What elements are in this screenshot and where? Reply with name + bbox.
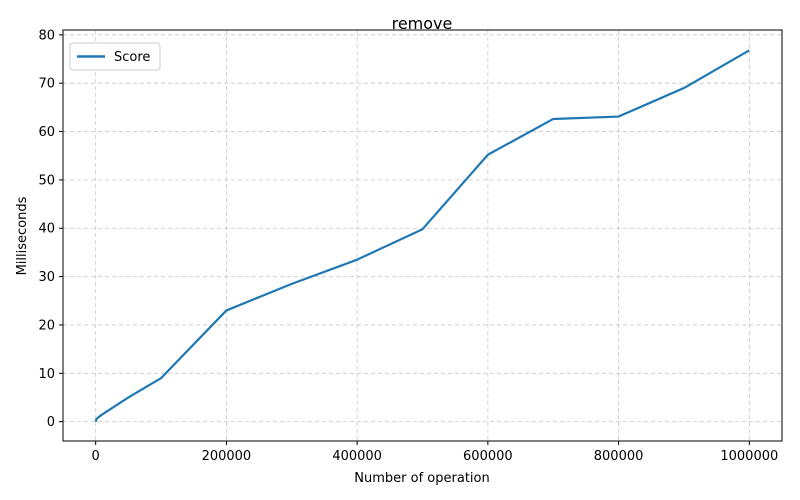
legend-label: Score	[114, 50, 150, 65]
x-axis-ticks: 0 200000 400000 600000 800000 1000000	[92, 441, 778, 464]
y-tick-label: 40	[38, 222, 55, 237]
x-tick-label: 800000	[594, 449, 644, 464]
y-tick-label: 60	[38, 125, 55, 140]
legend-box	[69, 42, 161, 71]
y-tick-label: 30	[38, 270, 55, 285]
y-tick-label: 70	[38, 77, 55, 92]
x-axis-label: Number of operation	[354, 471, 489, 486]
y-axis-label: Milliseconds	[15, 196, 30, 275]
x-tick-label: 200000	[202, 449, 252, 464]
plot-frame	[62, 29, 783, 442]
plot-area	[94, 49, 750, 422]
y-tick-label: 80	[38, 28, 55, 43]
y-tick-label: 0	[47, 415, 55, 430]
y-axis-ticks: 0 10 20 30 40 50 60 70 80	[38, 28, 63, 430]
series-line-score	[94, 49, 750, 422]
x-tick-label: 600000	[463, 449, 513, 464]
y-tick-label: 50	[38, 173, 55, 188]
y-tick-label: 20	[38, 318, 55, 333]
x-tick-label: 0	[92, 449, 100, 464]
y-tick-label: 10	[38, 367, 55, 382]
grid	[63, 30, 782, 441]
x-tick-label: 400000	[332, 449, 382, 464]
legend: Score	[69, 42, 161, 71]
chart-title: remove	[392, 14, 453, 33]
x-tick-label: 1000000	[720, 449, 778, 464]
